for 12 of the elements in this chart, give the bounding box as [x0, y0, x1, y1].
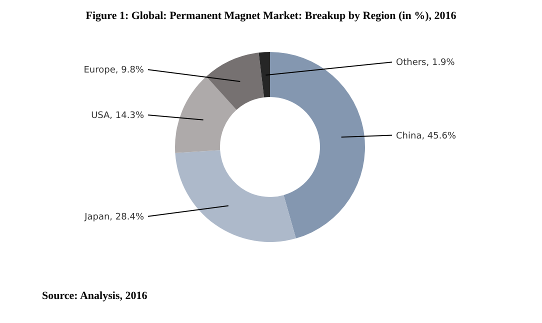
- chart-title: Figure 1: Global: Permanent Magnet Market: Breakup by Region (in %), 2016: [86, 10, 457, 22]
- donut-slice: [270, 52, 365, 238]
- donut-slice: [206, 52, 264, 110]
- slice-label: USA, 14.3%: [91, 110, 144, 121]
- donut-slice: [175, 76, 236, 153]
- donut-slice: [175, 150, 296, 242]
- slice-label: Others, 1.9%: [396, 58, 456, 68]
- slice-label: Europe, 9.8%: [84, 66, 144, 76]
- slice-label: Japan, 28.4%: [84, 212, 144, 222]
- source-note: Source: Analysis, 2016: [42, 290, 148, 302]
- slice-label: China, 45.6%: [396, 131, 456, 142]
- donut-slice: [258, 52, 270, 98]
